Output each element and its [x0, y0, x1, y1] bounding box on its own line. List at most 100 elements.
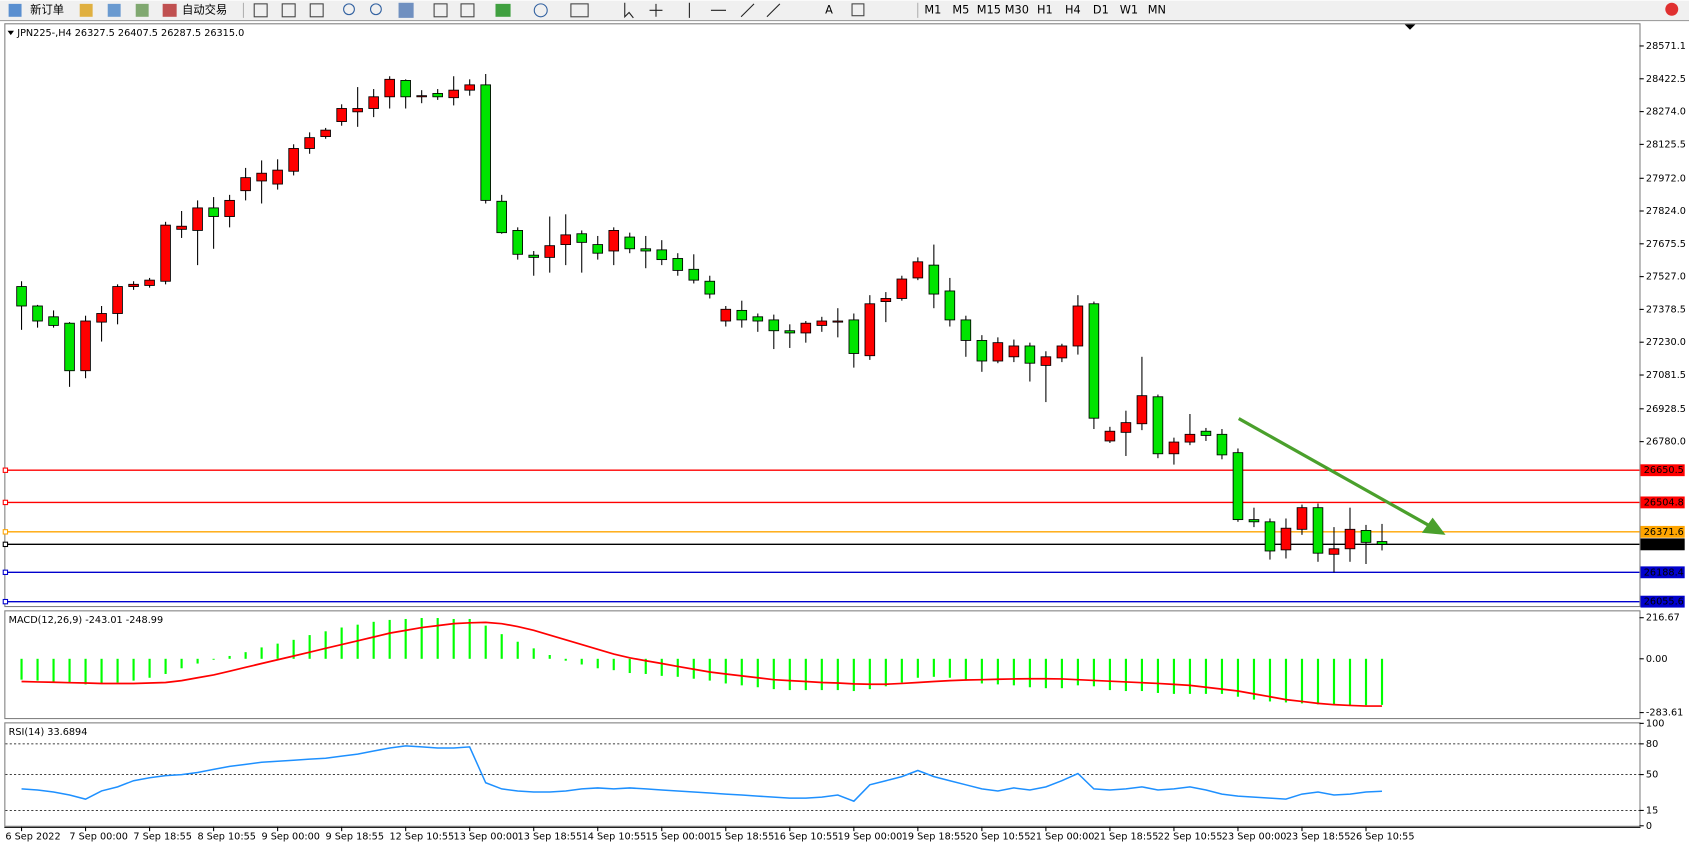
candle-body: [560, 234, 572, 246]
candle-body: [1152, 396, 1164, 455]
timeframe-button[interactable]: H4: [1065, 3, 1081, 16]
crosshair-icon[interactable]: [649, 3, 663, 17]
toolbar-icon[interactable]: [79, 3, 93, 17]
candle-body: [528, 254, 539, 258]
x-tick-label: 9 Sep 18:55: [325, 832, 384, 843]
macd-bar: [1108, 658, 1111, 691]
timeframe-bar: M1 M5 M15 M30 H1 H4 D1 W1 MN: [924, 3, 1166, 16]
timeframe-button[interactable]: M15: [977, 3, 1001, 16]
price-level-label: 26371.6: [1644, 527, 1684, 538]
timeframe-button[interactable]: W1: [1120, 3, 1138, 16]
price-level-label: 26315.0: [1644, 539, 1684, 550]
candle-body: [960, 319, 972, 341]
candle-body: [768, 319, 780, 332]
candle-body: [400, 80, 411, 98]
main-chart-title: JPN225-,H4 26327.5 26407.5 26287.5 26315…: [16, 28, 244, 39]
candle-body: [944, 290, 956, 321]
symbol-menu-arrow[interactable]: [7, 30, 15, 36]
candle-body: [1088, 303, 1100, 419]
macd-bar: [788, 658, 791, 691]
toolbar-icon[interactable]: [460, 3, 475, 18]
y-tick-label: 50: [1646, 770, 1658, 781]
macd-bar: [212, 658, 215, 660]
text-tool[interactable]: A: [825, 3, 833, 16]
timeframe-button[interactable]: H1: [1037, 3, 1053, 16]
candle-body: [176, 225, 187, 230]
toolbar-bg: [0, 0, 1689, 21]
candle-body: [160, 224, 171, 282]
toolbar-icon[interactable]: [135, 3, 149, 17]
macd-bar: [1380, 658, 1384, 705]
macd-bar: [84, 658, 87, 685]
drawing-tools[interactable]: [688, 2, 781, 18]
macd-bar: [724, 658, 727, 684]
toolbar-icon[interactable]: [398, 2, 414, 18]
zoom-out-icon[interactable]: [370, 3, 382, 16]
candle-body: [976, 340, 988, 362]
macd-bar: [340, 627, 343, 659]
toolbar-icon[interactable]: [309, 3, 324, 18]
toolbar-icon[interactable]: [570, 3, 589, 18]
macd-bar: [404, 618, 407, 659]
timeframe-button[interactable]: M5: [952, 3, 969, 16]
toolbar-icon[interactable]: [281, 3, 296, 18]
macd-bar: [916, 658, 919, 678]
macd-bar: [484, 625, 487, 659]
y-tick-label: 27824.0: [1646, 206, 1686, 217]
candle-body: [144, 279, 155, 286]
toolbar-icon[interactable]: [533, 3, 548, 18]
cursor-icon[interactable]: [624, 2, 634, 19]
timeframe-button[interactable]: M30: [1005, 3, 1029, 16]
new-order-button[interactable]: 新订单: [30, 2, 64, 16]
timeframe-button[interactable]: D1: [1093, 3, 1109, 16]
y-tick-label: 100: [1646, 718, 1665, 729]
candle-body: [240, 177, 251, 192]
candle-body: [592, 244, 604, 254]
auto-trading-icon[interactable]: [162, 3, 177, 17]
candle-body: [544, 245, 556, 258]
macd-bar: [244, 652, 247, 659]
label-tool[interactable]: [851, 3, 865, 17]
macd-bar: [1124, 658, 1127, 692]
macd-bar: [804, 658, 807, 691]
candle-body: [656, 249, 668, 261]
macd-bar: [180, 658, 183, 669]
toolbar-icon[interactable]: [107, 3, 121, 17]
timeframe-button[interactable]: M1: [924, 3, 941, 16]
x-tick-label: 20 Sep 10:55: [966, 832, 1031, 843]
candle-body: [1312, 507, 1324, 554]
macd-signal-line: [21, 621, 1383, 707]
macd-bar: [372, 621, 375, 659]
candle-body: [672, 258, 684, 271]
auto-trading-button[interactable]: 自动交易: [182, 2, 227, 16]
rsi-line: [21, 745, 1383, 803]
candle-body: [336, 108, 347, 122]
new-order-icon[interactable]: [8, 3, 22, 17]
macd-bar: [260, 647, 263, 659]
candle-body: [1344, 528, 1356, 550]
y-tick-label: 0: [1646, 821, 1652, 832]
candle-body: [624, 236, 636, 250]
timeframe-button[interactable]: MN: [1148, 3, 1166, 16]
toolbar-icon[interactable]: [253, 3, 268, 18]
candle-body: [16, 286, 27, 307]
toolbar-icon[interactable]: [495, 3, 511, 17]
macd-bar: [1252, 658, 1256, 700]
price-level-tag: [1640, 464, 1685, 477]
plot-layer: 28571.1 28422.5 28274.0 28125.5 27972.0 27824…: [2, 41, 1686, 843]
macd-bar: [1156, 658, 1160, 693]
macd-bar: [1284, 658, 1288, 703]
macd-bar: [324, 631, 327, 659]
candle-body: [1264, 521, 1276, 552]
candle-body: [96, 313, 107, 323]
zoom-in-icon[interactable]: [343, 3, 355, 16]
macd-bar: [1012, 658, 1015, 686]
y-tick-label: 26780.0: [1646, 437, 1686, 448]
toolbar-icon[interactable]: [433, 3, 448, 18]
candle-body: [1232, 452, 1244, 521]
macd-bar: [1220, 658, 1224, 694]
candle-body: [896, 278, 908, 299]
notification-badge[interactable]: [1665, 2, 1679, 16]
macd-bar: [228, 655, 231, 659]
candle-body: [912, 261, 924, 279]
